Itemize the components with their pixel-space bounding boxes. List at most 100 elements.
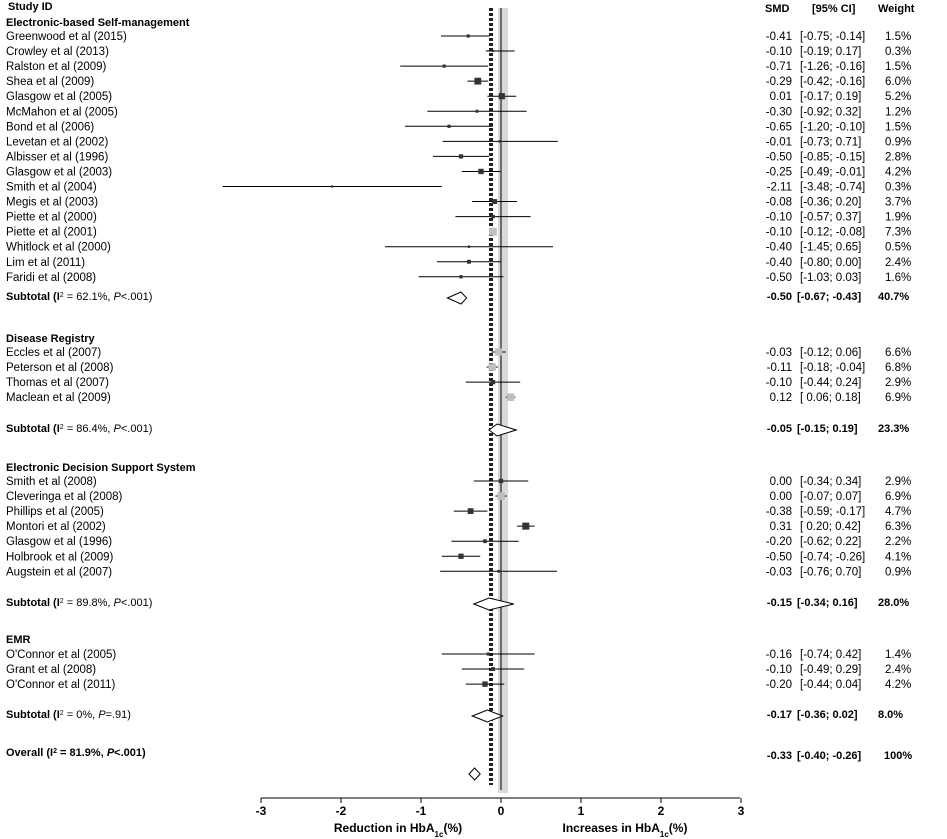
study-0-13-smd: -0.10 <box>766 227 792 239</box>
group-2-subtotal-label: Subtotal (I2 = 89.8%, P<.001) <box>6 597 152 609</box>
study-2-2-smd: -0.38 <box>766 506 792 518</box>
study-0-8-ci: [-0.85; -0.15] <box>800 151 865 163</box>
group-2-subtotal-weight: 28.0% <box>878 597 909 609</box>
study-0-15-label: Lim et al (2011) <box>6 257 85 269</box>
study-0-12-ci: [-0.57; 0.37] <box>800 212 861 224</box>
study-1-2-ci: [-0.44; 0.24] <box>800 377 861 389</box>
study-3-0-weight: 1.4% <box>885 649 911 661</box>
study-2-3-smd: 0.31 <box>770 521 792 533</box>
study-0-5-smd: -0.30 <box>766 106 792 118</box>
study-2-2-weight: 4.7% <box>885 506 911 518</box>
study-2-3-weight: 6.3% <box>885 521 911 533</box>
null-effect-band <box>498 8 508 793</box>
study-0-7-smd: -0.01 <box>766 136 792 148</box>
study-0-10-point <box>331 185 334 188</box>
study-1-3-weight: 6.9% <box>885 392 911 404</box>
study-0-5-point <box>475 109 479 113</box>
group-3-subtotal-diamond <box>470 709 504 723</box>
group-3-subtotal-weight: 8.0% <box>878 709 903 721</box>
study-0-6-smd: -0.65 <box>766 121 792 133</box>
study-0-2-weight: 1.5% <box>885 61 911 73</box>
x-tick-label--1: -1 <box>416 804 427 818</box>
study-0-4-ci: [-0.17; 0.19] <box>800 91 861 103</box>
study-0-5-weight: 1.2% <box>885 106 911 118</box>
study-0-1-label: Crowley et al (2013) <box>6 46 109 58</box>
study-0-9-label: Glasgow et al (2003) <box>6 166 112 178</box>
x-axis: -3 -2 -1 0 1 2 3 Reduction in HbA1c(%) Increases… <box>256 798 745 839</box>
group-0-subtotal-smd: -0.50 <box>767 291 792 303</box>
study-3-0-point <box>486 652 490 656</box>
group-2-subtotal-diamond <box>472 597 514 611</box>
group-0-title: Electronic-based Self-management <box>6 17 190 29</box>
study-2-4-weight: 2.2% <box>885 536 911 548</box>
study-0-15-smd: -0.40 <box>766 257 792 269</box>
study-0-5-ci: [-0.92; 0.32] <box>800 106 861 118</box>
study-0-11-ci: [-0.36; 0.20] <box>800 197 861 209</box>
study-2-0-weight: 2.9% <box>885 476 911 488</box>
study-0-9-weight: 4.2% <box>885 166 911 178</box>
group-1-subtotal-label: Subtotal (I2 = 86.4%, P<.001) <box>6 423 152 435</box>
study-0-11-label: Megis et al (2003) <box>6 197 98 209</box>
study-1-0-point <box>494 348 503 356</box>
study-0-9-ci: [-0.49; -0.01] <box>800 166 865 178</box>
study-2-3-point <box>522 522 530 530</box>
study-0-5-label: McMahon et al (2005) <box>6 106 118 118</box>
group-2-subtotal-smd: -0.15 <box>767 597 792 609</box>
study-2-2-point <box>467 508 474 514</box>
study-2-1-weight: 6.9% <box>885 491 911 503</box>
study-1-1-point <box>488 363 496 371</box>
group-3-subtotal-ci: [-0.36; 0.02] <box>797 709 858 721</box>
group-0-subtotal-ci: [-0.67; -0.43] <box>797 291 862 303</box>
study-0-6-point <box>447 124 451 128</box>
x-tick-label--2: -2 <box>336 804 347 818</box>
study-3-0-label: O'Connor et al (2005) <box>6 649 116 661</box>
study-2-4-label: Glasgow et al (1996) <box>6 536 112 548</box>
study-0-7-ci: [-0.73; 0.71] <box>800 136 861 148</box>
study-2-4-ci: [-0.62; 0.22] <box>800 536 861 548</box>
x-axis-title-increase: Increases in HbA1c(%) <box>563 821 688 839</box>
study-2-5-ci: [-0.74; -0.26] <box>800 551 865 563</box>
group-1-subtotal-diamond <box>488 423 518 437</box>
overall-ci: [-0.40; -0.26] <box>797 750 862 762</box>
study-3-2-weight: 4.2% <box>885 679 911 691</box>
study-0-1-ci: [-0.19; 0.17] <box>800 46 861 58</box>
study-0-2-smd: -0.71 <box>766 61 792 73</box>
study-0-6-ci: [-1.20; -0.10] <box>800 121 865 133</box>
study-0-11-point <box>492 199 498 205</box>
study-3-1-weight: 2.4% <box>885 664 911 676</box>
study-2-6-weight: 0.9% <box>885 566 911 578</box>
study-0-10-weight: 0.3% <box>885 182 911 194</box>
study-0-7-label: Levetan et al (2002) <box>6 136 108 148</box>
study-1-1-weight: 6.8% <box>885 362 911 374</box>
study-2-3-label: Montori et al (2002) <box>6 521 106 533</box>
header-ci: [95% CI] <box>812 3 856 15</box>
study-1-1-label: Peterson et al (2008) <box>6 362 114 374</box>
study-0-14-smd: -0.40 <box>766 242 792 254</box>
study-1-1-smd: -0.11 <box>767 362 792 374</box>
x-tick-label-1: 1 <box>578 804 585 818</box>
group-1-subtotal-smd: -0.05 <box>767 423 792 435</box>
x-tick-label-0: 0 <box>498 804 505 818</box>
study-0-9-smd: -0.25 <box>766 166 792 178</box>
study-0-12-weight: 1.9% <box>885 212 911 224</box>
study-1-3-smd: 0.12 <box>770 392 792 404</box>
overall-diamond <box>468 767 481 781</box>
study-1-0-weight: 6.6% <box>885 347 911 359</box>
study-2-6-smd: -0.03 <box>766 566 792 578</box>
study-2-1-ci: [-0.07; 0.07] <box>800 491 861 503</box>
study-3-1-smd: -0.10 <box>766 664 792 676</box>
study-0-3-smd: -0.29 <box>766 76 792 88</box>
study-0-12-point <box>491 214 495 219</box>
study-2-2-ci: [-0.59; -0.17] <box>800 506 865 518</box>
study-0-3-weight: 6.0% <box>885 76 911 88</box>
header-study-id: Study ID <box>8 1 53 13</box>
study-3-1-label: Grant et al (2008) <box>6 664 96 676</box>
study-0-2-point <box>442 64 446 68</box>
study-0-15-weight: 2.4% <box>885 257 911 269</box>
study-1-0-ci: [-0.12; 0.06] <box>800 347 861 359</box>
chart-marks <box>222 34 558 781</box>
study-0-10-smd: -2.11 <box>767 182 792 194</box>
study-2-6-ci: [-0.76; 0.70] <box>800 566 861 578</box>
study-0-4-weight: 5.2% <box>885 91 911 103</box>
group-0-subtotal-diamond <box>446 291 468 305</box>
